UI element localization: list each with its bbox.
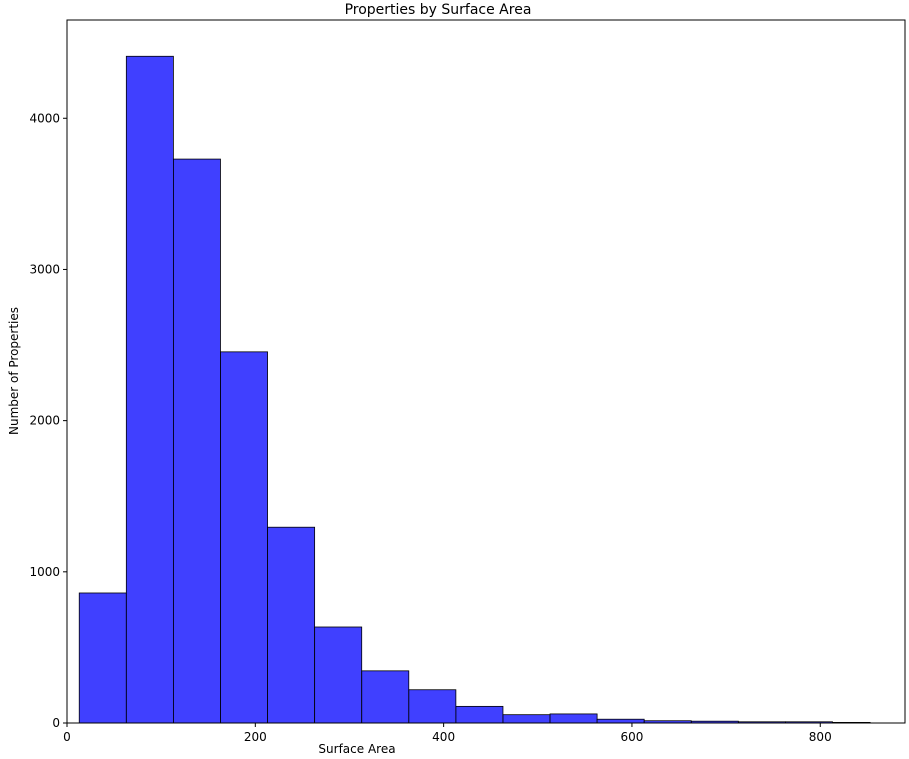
- histogram-bar: [361, 670, 410, 724]
- x-tick-label: 200: [244, 730, 267, 744]
- histogram-bar: [267, 526, 316, 724]
- histogram-bar: [220, 351, 268, 724]
- y-tick-label: 1000: [29, 565, 60, 579]
- histogram-bar: [549, 713, 598, 724]
- histogram-bar: [172, 158, 221, 724]
- y-tick-label: 4000: [29, 111, 60, 125]
- x-axis-label: Surface Area: [318, 742, 395, 756]
- bars-group: [78, 55, 871, 724]
- histogram-bar: [314, 626, 363, 724]
- histogram-bar: [125, 55, 174, 724]
- histogram-bar: [455, 705, 504, 724]
- x-tick-label: 400: [432, 730, 455, 744]
- plot-frame: [66, 19, 906, 724]
- histogram-bar: [596, 718, 645, 724]
- x-tick-label: 0: [63, 730, 71, 744]
- histogram-bar: [78, 592, 127, 724]
- chart-title: Properties by Surface Area: [345, 2, 532, 18]
- x-axis-ticks: 0 200 400 600 800: [63, 723, 832, 744]
- histogram-bar: [408, 689, 457, 724]
- y-axis-label: Number of Properties: [7, 307, 21, 435]
- histogram-bar: [502, 714, 551, 724]
- x-tick-label: 600: [620, 730, 643, 744]
- y-axis-ticks: 0 1000 2000 3000 4000: [29, 111, 67, 730]
- y-tick-label: 3000: [29, 262, 60, 276]
- y-tick-label: 0: [52, 716, 60, 730]
- y-tick-label: 2000: [29, 414, 60, 428]
- plot-border: [66, 19, 906, 724]
- x-tick-label: 800: [809, 730, 832, 744]
